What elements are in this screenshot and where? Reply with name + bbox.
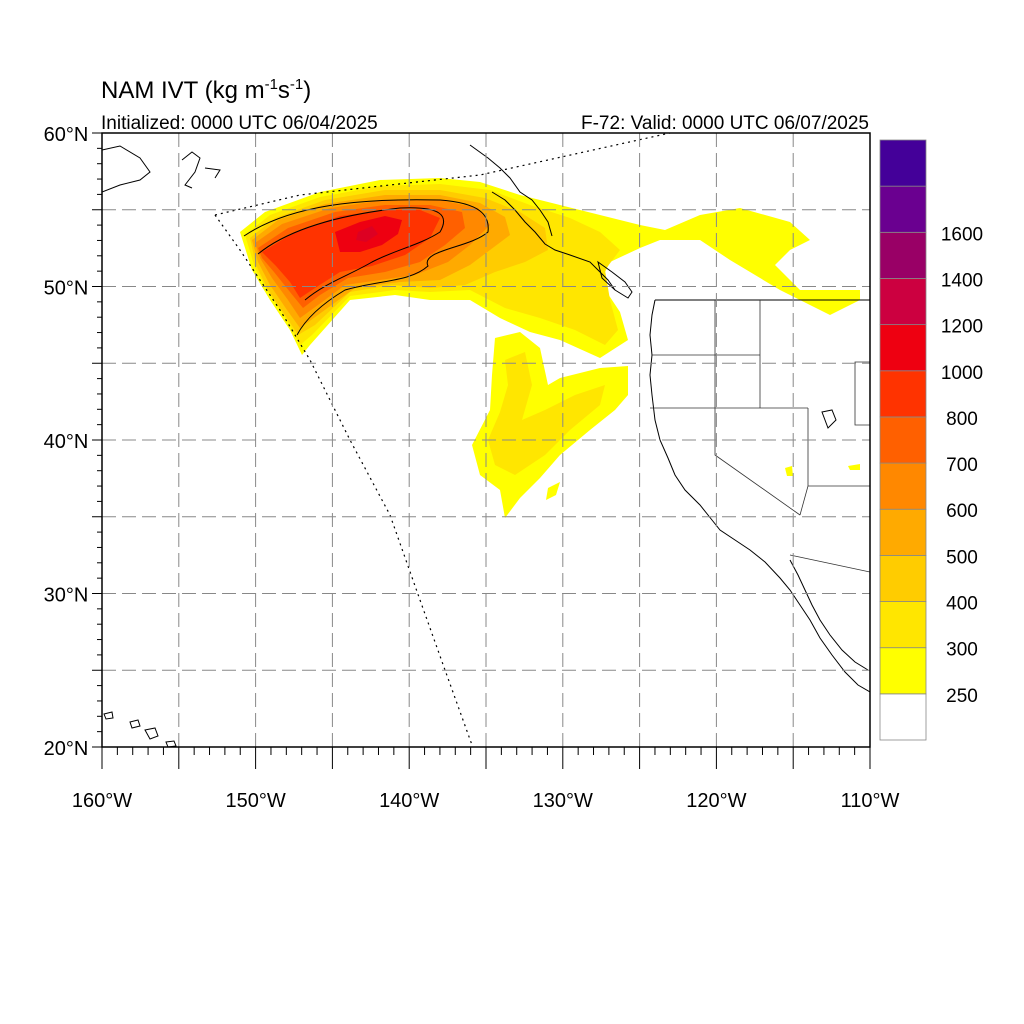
lat-tick-label: 40°N (44, 431, 89, 453)
lon-tick-label: 110°W (841, 790, 900, 812)
ivt-contour-750 (257, 207, 445, 301)
state-boundary (650, 300, 870, 573)
colorbar-swatch (879, 554, 927, 602)
colorbar-swatch (879, 647, 927, 695)
colorbar-swatch (879, 508, 927, 556)
colorbar-swatch (879, 462, 927, 510)
colorbar-swatch (879, 324, 927, 372)
lat-tick-label: 60°N (44, 124, 89, 146)
domain-edge (214, 214, 473, 746)
vancouver-island (597, 260, 633, 299)
init-time-label: Initialized: 0000 UTC 06/04/2025 (101, 113, 378, 134)
ivt-colorbar: 250 300 400 500 600 700 800 1000 1200 1400 1600 (879, 139, 983, 741)
colorbar-label: 1000 (941, 363, 983, 384)
colorbar-label: 1400 (941, 270, 983, 291)
ivt-fill-layer (240, 178, 860, 518)
colorbar-label: 400 (946, 594, 978, 615)
colorbar-swatch (879, 278, 927, 326)
colorbar-label: 1200 (941, 317, 983, 338)
colorbar-swatch (879, 231, 927, 279)
lake-outline (821, 409, 837, 429)
colorbar-label: 500 (946, 547, 978, 568)
coastline-baja (789, 559, 869, 671)
colorbar-label: 250 (946, 686, 978, 707)
colorbar-swatch (879, 370, 927, 418)
ivt-1000-core (356, 226, 378, 242)
chart-title: NAM IVT (kg m-1s-1) (101, 76, 311, 104)
coastline-alaska (102, 144, 553, 237)
lon-tick-label: 160°W (72, 790, 132, 812)
colorbar-swatch (879, 601, 927, 649)
ivt-contours (243, 199, 489, 336)
colorbar-swatch (879, 185, 927, 233)
colorbar-label: 1600 (941, 224, 983, 245)
map-basemap (102, 144, 870, 747)
graticule-grid (102, 133, 870, 747)
colorbar-swatch (879, 693, 927, 741)
lat-tick-label: 30°N (44, 585, 89, 607)
ivt-300-south-lobe (488, 352, 605, 475)
colorbar-label: 800 (946, 409, 978, 430)
model-domain-boundary (214, 133, 671, 746)
lat-tick-label: 50°N (44, 278, 89, 300)
lon-tick-label: 130°W (533, 790, 593, 812)
lon-tick-label: 120°W (686, 790, 746, 812)
lat-tick-label: 20°N (44, 738, 89, 760)
map-panel (101, 132, 871, 748)
colorbar-swatch (879, 416, 927, 464)
domain-edge (214, 133, 671, 216)
lon-tick-label: 140°W (379, 790, 439, 812)
hawaii-islands (103, 711, 177, 747)
ivt-250-patch (848, 464, 860, 470)
colorbar-label: 300 (946, 640, 978, 661)
valid-time-label: F-72: Valid: 0000 UTC 06/07/2025 (581, 113, 869, 134)
ivt-contour-500 (243, 199, 489, 336)
colorbar-label: 600 (946, 501, 978, 522)
colorbar-swatch (879, 139, 927, 187)
ivt-250-patch (785, 466, 793, 476)
ivt-250-patch (546, 482, 560, 500)
lon-tick-label: 150°W (225, 790, 285, 812)
colorbar-label: 700 (946, 455, 978, 476)
map-axes: 60°N 50°N 40°N 30°N 20°N 160°W 150°W 140°W 130°W… (44, 124, 900, 812)
